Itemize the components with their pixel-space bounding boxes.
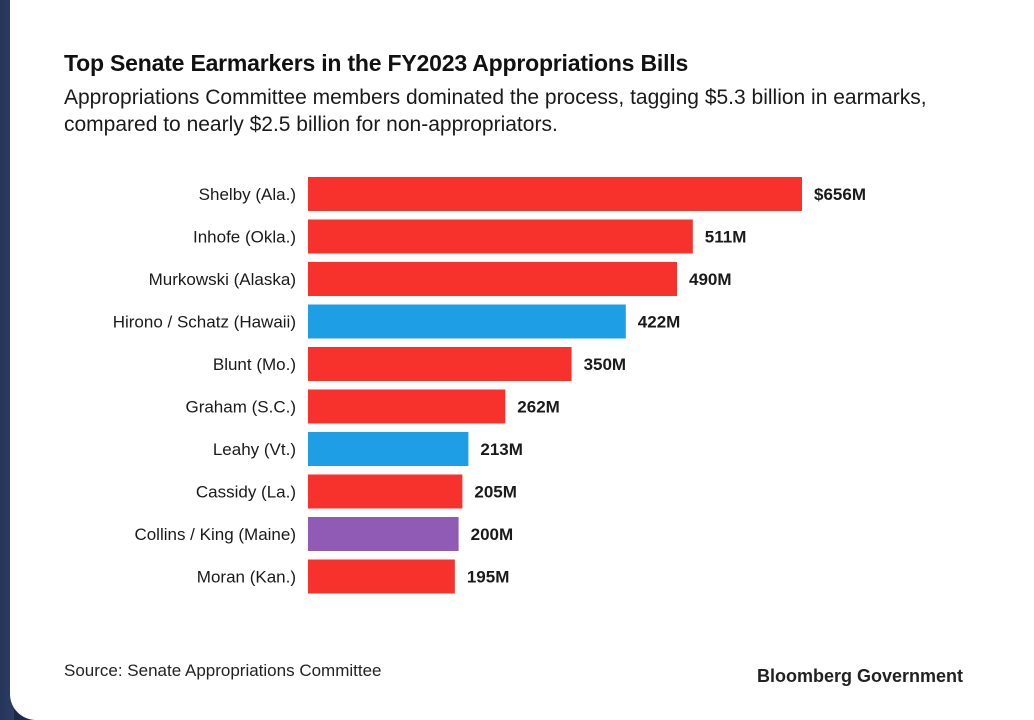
value-label: 195M — [467, 568, 510, 587]
value-label: 200M — [471, 525, 514, 544]
source-note: Source: Senate Appropriations Committee — [64, 661, 382, 680]
bar — [308, 474, 463, 509]
bar — [308, 559, 455, 594]
chart-subtitle: Appropriations Committee members dominat… — [64, 86, 927, 136]
category-label: Moran (Kan.) — [197, 568, 296, 587]
value-label: 511M — [705, 228, 747, 247]
bar — [308, 304, 626, 339]
brand-logo: Bloomberg Government — [757, 666, 964, 686]
value-label: 262M — [517, 398, 560, 417]
bar — [308, 389, 506, 424]
category-label: Leahy (Vt.) — [213, 440, 296, 459]
category-label: Murkowski (Alaska) — [149, 270, 296, 289]
category-label: Shelby (Ala.) — [199, 185, 296, 204]
category-label: Collins / King (Maine) — [134, 525, 296, 544]
bar — [308, 219, 693, 254]
value-label: 350M — [584, 355, 627, 374]
category-label: Graham (S.C.) — [185, 398, 296, 417]
value-label: 422M — [638, 313, 681, 332]
category-label: Inhofe (Okla.) — [193, 228, 296, 247]
bar — [308, 432, 469, 466]
value-label: 490M — [689, 270, 732, 289]
category-label: Cassidy (La.) — [196, 483, 296, 502]
bar — [308, 262, 677, 296]
value-label: $656M — [814, 185, 866, 204]
chart-title: Top Senate Earmarkers in the FY2023 Appr… — [64, 50, 689, 76]
bar — [308, 347, 572, 381]
value-label: 213M — [480, 440, 523, 459]
category-label: Hirono / Schatz (Hawaii) — [113, 313, 296, 332]
value-label: 205M — [474, 483, 517, 502]
bar — [308, 177, 802, 211]
category-label: Blunt (Mo.) — [213, 355, 296, 374]
bar — [308, 517, 459, 551]
